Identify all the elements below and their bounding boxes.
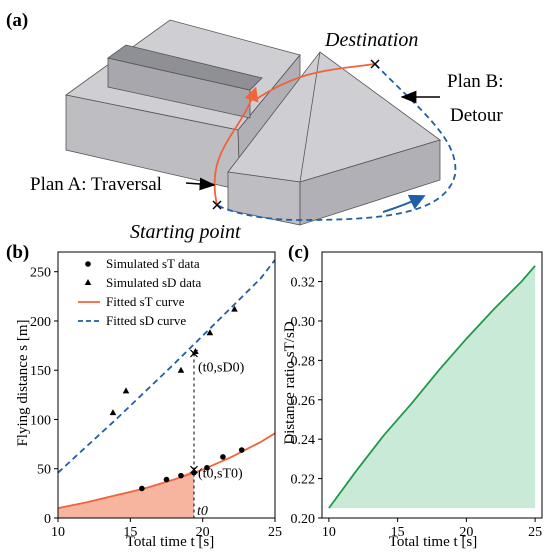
- plan-b-label-line2: Detour: [450, 105, 503, 126]
- y-tick-label: 200: [30, 315, 51, 330]
- y-tick-label: 150: [30, 364, 51, 379]
- y-tick-label: 0.26: [291, 394, 316, 409]
- panel-a-label: (a): [6, 10, 28, 31]
- x-tick-label: 25: [528, 525, 542, 540]
- ratio-area-fill: [328, 265, 536, 509]
- y-tick-label: 0.22: [291, 473, 316, 488]
- st-data-point: [238, 447, 245, 453]
- panel-b-ylabel: Flying distance s [m]: [15, 319, 31, 446]
- panel-c-xlabel: Total time t [s]: [389, 534, 478, 550]
- x-tick-label: 20: [459, 525, 473, 540]
- y-tick-label: 0: [44, 512, 51, 527]
- y-tick-label: 250: [30, 266, 51, 281]
- plan-a-path-cross: [254, 63, 376, 101]
- legend-sd-data-marker: [84, 279, 92, 285]
- legend-sd-curve-label: Fitted sD curve: [106, 313, 186, 328]
- plan-a-label: Plan A: Traversal: [30, 174, 162, 195]
- x-tick-label: 20: [196, 525, 210, 540]
- x-tick-label: 10: [51, 525, 65, 540]
- legend-st-data-marker: [85, 261, 91, 267]
- sd-data-point: [109, 409, 117, 416]
- x-tick-label: 25: [268, 525, 282, 540]
- st-area-fill: [58, 469, 194, 518]
- sd0-marker: [190, 349, 198, 358]
- ratio-curve: [328, 265, 536, 509]
- panel-b-xlabel: Total time t [s]: [126, 534, 215, 550]
- y-tick-label: 0.24: [291, 433, 316, 448]
- y-tick-label: 0.28: [291, 354, 316, 369]
- plan-b-label-line1: Plan B:: [447, 71, 503, 92]
- plan-a-pointer: [185, 177, 216, 191]
- legend-st-curve-label: Fitted sT curve: [106, 294, 185, 309]
- destination-label: Destination: [324, 29, 418, 51]
- y-tick-label: 50: [37, 463, 51, 478]
- y-tick-label: 0.30: [291, 315, 316, 330]
- fitted-sd-curve: [57, 259, 276, 474]
- plan-b-direction-arrow: [382, 194, 426, 213]
- sd-data-point: [206, 329, 214, 336]
- sd-data-point: [231, 305, 238, 312]
- st0-annotation: (t0,sT0): [198, 467, 243, 482]
- legend-st-data-label: Simulated sT data: [106, 256, 200, 271]
- t0-annotation: t0: [197, 504, 208, 519]
- sd-data-point: [177, 366, 185, 373]
- sd0-annotation: (t0,sD0): [198, 360, 245, 375]
- start-marker: [212, 200, 222, 210]
- st0-marker: [190, 465, 198, 474]
- st-data-point: [163, 476, 170, 483]
- panel-c-plot: 10 15 20 25 0.20 0.22 0.24 0.26 0.28 0.30 0.32: [291, 251, 543, 540]
- st-data-point: [139, 485, 145, 492]
- y-tick-label: 0.32: [291, 276, 316, 291]
- destination-marker: [370, 59, 380, 69]
- legend-sd-data-label: Simulated sD data: [106, 275, 202, 290]
- st-data-point: [220, 454, 226, 460]
- panel-c-label: (c): [288, 242, 309, 263]
- sd-data-point: [122, 387, 130, 394]
- start-label: Starting point: [130, 221, 241, 243]
- x-tick-label: 10: [322, 525, 336, 540]
- plot-frame: [321, 251, 543, 519]
- y-tick-label: 0.20: [291, 512, 316, 527]
- y-tick-label: 100: [30, 413, 51, 428]
- st-data-point: [178, 472, 184, 479]
- panel-b-label: (b): [6, 242, 29, 263]
- x-tick-label: 15: [391, 525, 405, 540]
- panel-c-ylabel: Distance ratio sT/sD: [282, 321, 298, 444]
- fitted-st-curve: [57, 432, 276, 509]
- panel-a: (a) Destination Starting: [6, 10, 503, 243]
- panel-c: (c) 10 15 20 25 0.20 0.22 0.24 0.26 0.28 0.30 0.32…: [282, 242, 543, 550]
- st-data-point: [204, 464, 210, 471]
- right-building: [227, 51, 441, 226]
- x-tick-label: 15: [123, 525, 137, 540]
- plot-frame: [57, 251, 276, 519]
- st-data-point: [191, 469, 197, 476]
